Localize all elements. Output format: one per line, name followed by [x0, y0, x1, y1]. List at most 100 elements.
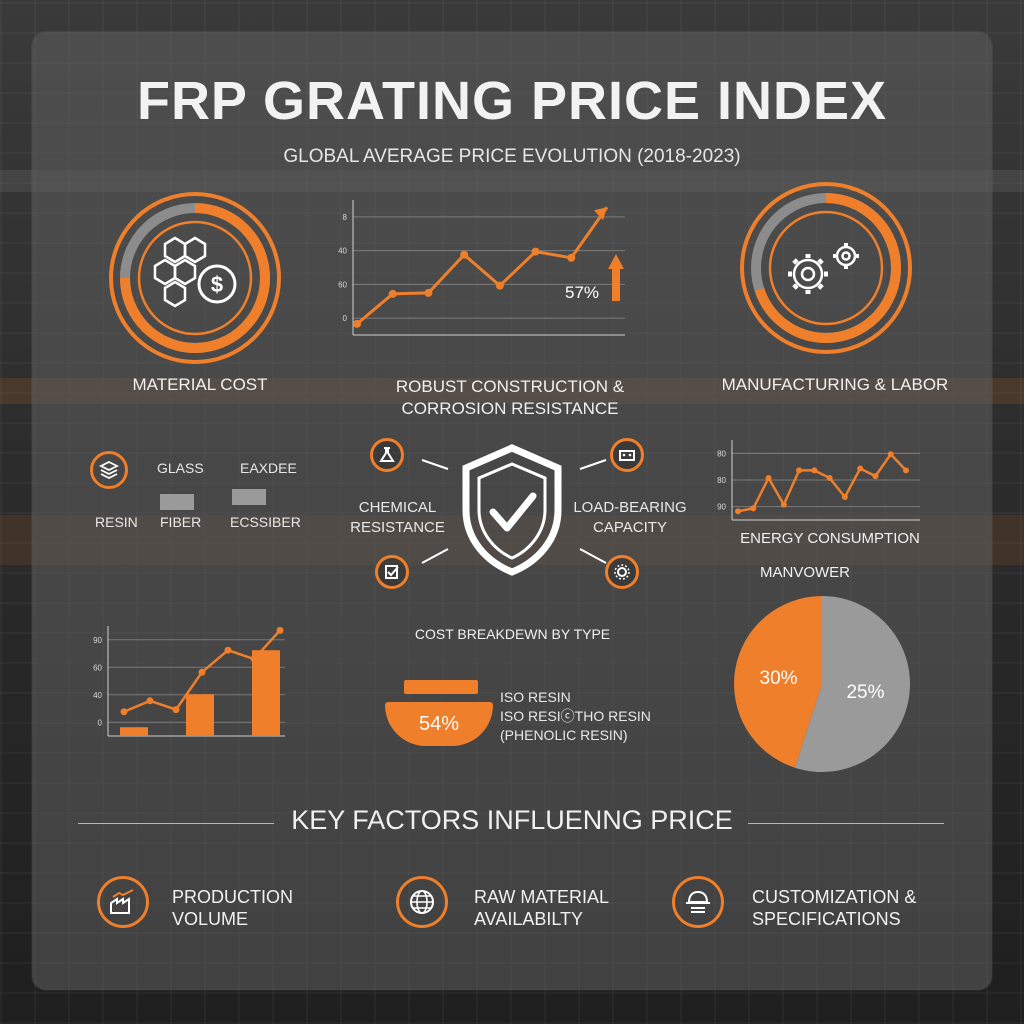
cost-breakdown-percent: 54% — [418, 712, 460, 735]
gears-icon — [788, 243, 859, 294]
load-line1: LOAD-BEARING — [573, 499, 687, 516]
energy-data-point — [841, 494, 848, 500]
construction-heading-line1: ROBUST CONSTRUCTION & — [395, 377, 625, 396]
y-tick-label: 60 — [93, 663, 102, 672]
factor-label-customization: CUSTOMIZATION & SPECIFICATIONS — [752, 886, 916, 930]
factor-line2: SPECIFICATIONS — [752, 909, 901, 929]
energy-series-line — [737, 452, 907, 513]
price-data-point — [567, 253, 576, 262]
y-tick-label: 0 — [98, 718, 103, 727]
manufacturing-ring-fill — [751, 193, 901, 343]
price-data-point — [460, 250, 469, 259]
resin-label: RESIN — [95, 514, 138, 530]
production-data-point — [224, 646, 232, 654]
svg-text:$: $ — [211, 272, 223, 297]
pie-slice — [733, 596, 822, 768]
price-data-point — [388, 289, 397, 298]
pie-slice-label: 30% — [760, 668, 798, 689]
pie-slice-label: 25% — [846, 682, 884, 703]
manpower-label: MANVOWER — [760, 564, 850, 581]
y-tick-label: 0 — [343, 314, 348, 323]
up-arrow-shaft — [612, 267, 620, 301]
cost-breakdown-bowl: 54% — [385, 702, 493, 746]
energy-data-point — [857, 465, 864, 472]
page-title: FRP GRATING PRICE INDEX — [136, 71, 888, 131]
production-data-point — [276, 626, 284, 634]
cost-bar — [120, 727, 148, 736]
y-tick-label: 8 — [343, 213, 348, 222]
y-tick-label: 90 — [717, 503, 726, 512]
factory-growth-icon — [110, 889, 134, 914]
y-tick-label: 90 — [93, 636, 102, 645]
construction-connectors — [421, 459, 607, 564]
factor-icon-wrap — [97, 876, 149, 928]
checklist-icon — [375, 555, 409, 589]
glass-label: GLASS — [157, 460, 204, 476]
price-data-point — [531, 247, 540, 256]
production-data-point — [198, 668, 206, 676]
infographic-panel — [32, 32, 992, 990]
price-series-line — [356, 206, 609, 325]
cost-bar — [252, 650, 280, 736]
factor-line2: VOLUME — [172, 909, 249, 929]
energy-data-point — [826, 475, 833, 481]
ecssiber-swatch — [232, 489, 266, 505]
eaxdee-label: EAXDEE — [240, 460, 297, 476]
weight-icon — [610, 438, 644, 472]
y-tick-label: 60 — [338, 280, 347, 289]
production-bar-chart: 0 40 60 90 — [93, 626, 285, 737]
manufacturing-label: MANUFACTURING & LABOR — [721, 375, 949, 394]
factor-line1: RAW MATERIAL — [474, 887, 610, 907]
factor-line2: AVAILABILTY — [474, 909, 584, 929]
energy-data-point — [887, 451, 894, 458]
manufacturing-ring — [740, 182, 912, 354]
chemical-line1: CHEMICAL — [358, 499, 437, 516]
energy-data-point — [735, 508, 741, 515]
cost-breakdown-item: ISO RESIⓒTHO RESIN — [500, 708, 651, 724]
construction-heading-line2: CORROSION RESISTANCE — [401, 399, 619, 418]
hardhat-wrench-icon — [686, 890, 710, 913]
energy-data-point — [750, 505, 757, 512]
y-tick-label: 40 — [338, 247, 347, 256]
production-data-point — [172, 706, 180, 714]
production-data-point — [146, 697, 154, 705]
y-tick-label: 80 — [717, 449, 726, 458]
page-subtitle: GLOBAL AVERAGE PRICE EVOLUTION (2018-202… — [283, 146, 741, 167]
material-cost-ring: $ — [109, 192, 281, 364]
hexagon-dollar-icon: $ — [153, 236, 237, 308]
y-tick-label: 40 — [93, 691, 102, 700]
gear-badge-icon — [605, 555, 639, 589]
price-arrowhead — [594, 207, 607, 221]
cost-breakdown-item: ISO RESIN — [500, 689, 571, 705]
pie-slice — [794, 596, 910, 772]
price-data-point — [424, 288, 433, 297]
energy-data-point — [780, 501, 787, 508]
y-tick-label: 80 — [717, 476, 726, 485]
price-change-label: 57% — [565, 283, 599, 302]
production-data-point — [250, 655, 258, 663]
layers-icon — [90, 451, 128, 489]
divider-left — [78, 823, 274, 824]
cost-breakdown-title: COST BREAKDEWN BY TYPE — [414, 626, 611, 642]
energy-data-point — [903, 467, 909, 474]
price-data-point — [495, 281, 504, 290]
manpower-pie-chart: 30% 25% — [733, 596, 910, 772]
material-cost-ring-fill — [120, 203, 270, 353]
price-evolution-chart: 0 60 40 8 57% — [338, 200, 625, 336]
globe-icon — [410, 890, 434, 914]
construction-heading: ROBUST CONSTRUCTION & CORROSION RESISTAN… — [360, 376, 660, 420]
factor-icon-wrap — [672, 876, 724, 928]
flask-icon — [370, 438, 404, 472]
fiber-label: FIBER — [160, 514, 202, 530]
fiber-swatch — [160, 494, 194, 510]
production-data-point — [120, 708, 128, 716]
cost-breakdown-item: (PHENOLIC RESIN) — [500, 727, 628, 743]
load-bearing-label: LOAD-BEARING CAPACITY — [570, 498, 690, 538]
cost-bar — [186, 694, 214, 736]
energy-data-point — [872, 473, 879, 480]
load-line2: CAPACITY — [593, 519, 667, 536]
factor-line1: CUSTOMIZATION & — [752, 887, 917, 907]
energy-data-point — [765, 475, 772, 481]
shield-check-icon — [462, 444, 562, 576]
energy-label: ENERGY CONSUMPTION — [740, 530, 920, 547]
